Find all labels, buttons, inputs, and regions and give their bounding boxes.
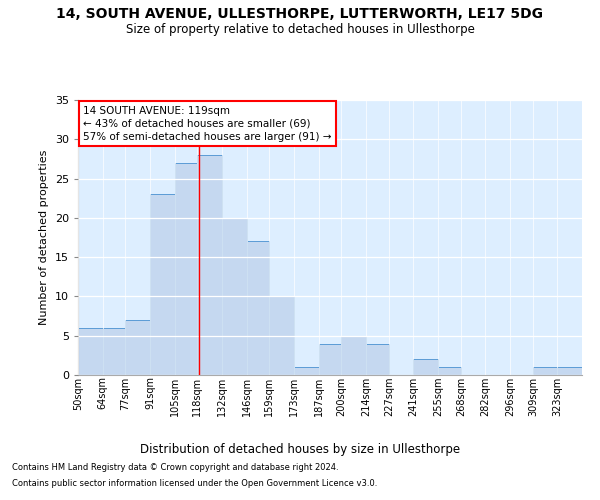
Bar xyxy=(175,163,197,375)
Bar xyxy=(294,367,319,375)
Text: 14 SOUTH AVENUE: 119sqm
← 43% of detached houses are smaller (69)
57% of semi-de: 14 SOUTH AVENUE: 119sqm ← 43% of detache… xyxy=(83,106,332,142)
Bar xyxy=(103,328,125,375)
Bar xyxy=(247,242,269,375)
Text: Size of property relative to detached houses in Ullesthorpe: Size of property relative to detached ho… xyxy=(125,22,475,36)
Bar xyxy=(125,320,150,375)
Bar xyxy=(413,360,438,375)
Text: Contains HM Land Registry data © Crown copyright and database right 2024.: Contains HM Land Registry data © Crown c… xyxy=(12,464,338,472)
Text: Contains public sector information licensed under the Open Government Licence v3: Contains public sector information licen… xyxy=(12,478,377,488)
Bar xyxy=(341,336,366,375)
Bar xyxy=(366,344,389,375)
Bar xyxy=(533,367,557,375)
Bar xyxy=(197,155,222,375)
Y-axis label: Number of detached properties: Number of detached properties xyxy=(39,150,49,325)
Bar xyxy=(319,344,341,375)
Bar xyxy=(78,328,103,375)
Bar xyxy=(222,218,247,375)
Text: 14, SOUTH AVENUE, ULLESTHORPE, LUTTERWORTH, LE17 5DG: 14, SOUTH AVENUE, ULLESTHORPE, LUTTERWOR… xyxy=(56,8,544,22)
Bar xyxy=(269,296,294,375)
Text: Distribution of detached houses by size in Ullesthorpe: Distribution of detached houses by size … xyxy=(140,442,460,456)
Bar xyxy=(438,367,461,375)
Bar xyxy=(557,367,582,375)
Bar xyxy=(150,194,175,375)
